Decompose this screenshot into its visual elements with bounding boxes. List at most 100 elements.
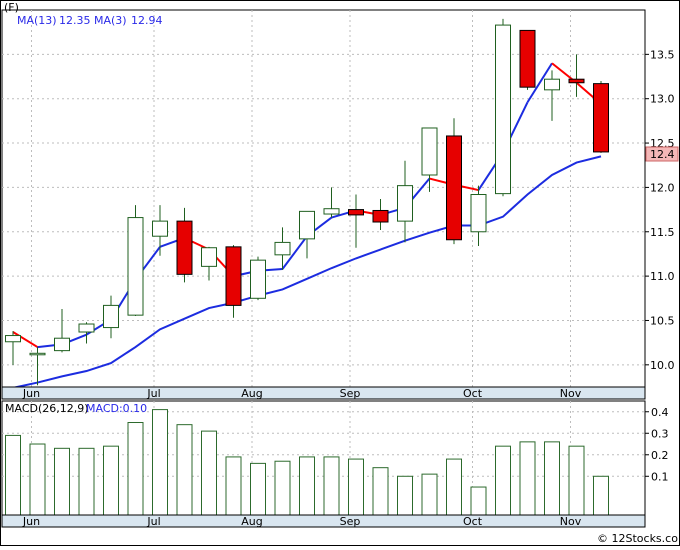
macd-bar bbox=[78, 447, 95, 516]
price-month-axis: Jun Jul Aug Sep Oct Nov bbox=[22, 387, 582, 400]
candle bbox=[372, 198, 389, 230]
macd-label: MACD(26,12,9) bbox=[5, 402, 89, 415]
price-y-tick-label: 11.0 bbox=[650, 270, 675, 283]
candle bbox=[593, 80, 609, 153]
macd-bar bbox=[593, 475, 609, 516]
macd-bar bbox=[470, 486, 487, 516]
candle bbox=[127, 205, 144, 317]
price-y-tick-label: 13.0 bbox=[650, 93, 675, 106]
candle bbox=[5, 331, 21, 365]
macd-bar bbox=[103, 445, 119, 516]
macd-bar bbox=[323, 456, 340, 516]
macd-bar bbox=[372, 467, 389, 516]
macd-y-axis: 0.1 0.2 0.3 0.4 bbox=[645, 406, 669, 483]
price-month-label: Nov bbox=[560, 387, 582, 400]
macd-month-label: Nov bbox=[560, 515, 582, 528]
candle-body bbox=[274, 241, 291, 256]
candle bbox=[544, 70, 560, 121]
candle bbox=[299, 210, 315, 259]
candle-body bbox=[299, 210, 315, 240]
macd-month-label: Oct bbox=[463, 515, 483, 528]
candle-body bbox=[176, 220, 193, 275]
last-price-tag: 12.4 bbox=[650, 148, 675, 161]
candle-body bbox=[29, 352, 46, 356]
macd-bar bbox=[421, 473, 438, 516]
price-y-tick-label: 10.0 bbox=[650, 359, 675, 372]
price-panel: Jun Jul Aug Sep Oct Nov 10.0 10.5 11.0 11.5 12.0 1… bbox=[1, 1, 679, 400]
candle bbox=[225, 245, 242, 318]
candle bbox=[446, 118, 462, 245]
macd-bar bbox=[152, 409, 168, 516]
macd-bar bbox=[250, 462, 266, 516]
candle bbox=[421, 127, 438, 192]
macd-bar bbox=[225, 456, 242, 516]
price-month-label: Aug bbox=[241, 387, 262, 400]
macd-bar bbox=[397, 475, 413, 516]
macd-bar bbox=[544, 441, 560, 516]
ma3-line-segment bbox=[281, 235, 308, 270]
macd-bar bbox=[495, 445, 511, 516]
candle bbox=[78, 322, 95, 344]
candle-body bbox=[5, 335, 21, 343]
price-y-tick-label: 11.5 bbox=[650, 226, 675, 239]
macd-bar bbox=[446, 458, 462, 516]
candle-body bbox=[495, 24, 511, 195]
price-month-axis-band bbox=[1, 386, 646, 400]
macd-month-axis: Jun Jul Aug Sep Oct Nov bbox=[22, 515, 582, 528]
ma3-line-segment bbox=[526, 62, 553, 103]
macd-bar bbox=[568, 445, 585, 516]
legend-ma13-value: 12.35 bbox=[59, 14, 91, 27]
ma3-line-segment bbox=[12, 331, 39, 348]
price-plot-area bbox=[1, 9, 646, 388]
macd-bar bbox=[5, 434, 21, 516]
macd-month-axis-band bbox=[1, 514, 646, 528]
candle-body bbox=[103, 304, 119, 329]
candle-body bbox=[323, 208, 340, 215]
candle bbox=[250, 256, 266, 301]
macd-y-tick-label: 0.2 bbox=[651, 449, 669, 462]
candle-body bbox=[152, 220, 168, 237]
macd-bar bbox=[348, 458, 364, 516]
last-price-tag-bg bbox=[645, 146, 679, 162]
candle bbox=[152, 205, 168, 256]
macd-y-tick-label: 0.1 bbox=[651, 470, 669, 483]
macd-month-label: Sep bbox=[340, 515, 361, 528]
candle bbox=[323, 187, 340, 218]
legend-ma3-value: 12.94 bbox=[131, 14, 163, 27]
price-month-label: Jun bbox=[22, 387, 40, 400]
legend-ma13-label: MA(13) bbox=[17, 14, 57, 27]
macd-bar bbox=[201, 430, 217, 516]
candle bbox=[348, 194, 364, 248]
candle bbox=[176, 207, 193, 283]
price-month-label: Sep bbox=[340, 387, 361, 400]
candle-body bbox=[519, 29, 536, 88]
watermark: © 12Stocks.com bbox=[597, 532, 680, 545]
candle bbox=[103, 295, 119, 339]
candle-body bbox=[127, 217, 144, 316]
candle-body bbox=[250, 259, 266, 299]
candle-body bbox=[421, 127, 438, 176]
macd-y-tick-label: 0.4 bbox=[651, 406, 669, 419]
price-y-tick-label: 10.5 bbox=[650, 314, 675, 327]
candle-body bbox=[225, 246, 242, 306]
macd-bar bbox=[274, 460, 291, 516]
macd-bar bbox=[54, 447, 70, 516]
candle bbox=[274, 227, 291, 270]
candle-body bbox=[201, 247, 217, 267]
ticker-label: (F) bbox=[4, 1, 19, 14]
candle-body bbox=[593, 83, 609, 153]
price-month-label: Oct bbox=[463, 387, 483, 400]
candle-body bbox=[54, 337, 70, 352]
candle-body bbox=[568, 78, 585, 84]
price-y-tick-label: 12.0 bbox=[650, 181, 675, 194]
macd-bar bbox=[519, 441, 536, 516]
macd-month-label: Jul bbox=[146, 515, 160, 528]
candlestick-series bbox=[5, 18, 609, 386]
candle-body bbox=[544, 78, 560, 91]
candle bbox=[397, 160, 413, 243]
price-y-tick-label: 13.5 bbox=[650, 48, 675, 61]
candle-body bbox=[372, 209, 389, 223]
macd-month-label: Jun bbox=[22, 515, 40, 528]
